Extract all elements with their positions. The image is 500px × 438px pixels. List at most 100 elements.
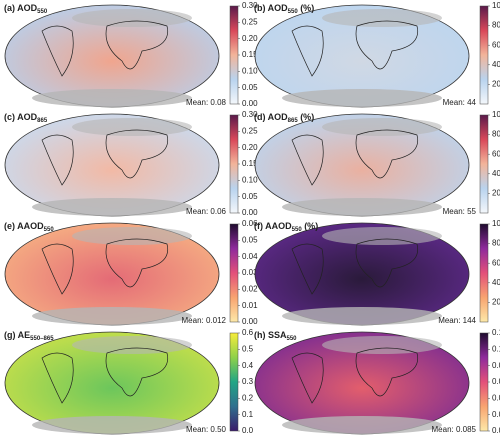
title-text: (c) AOD: [4, 112, 38, 122]
coastline: [41, 20, 169, 77]
title-text: (g) AE: [4, 330, 30, 340]
map-missing: [282, 89, 442, 107]
coastline: [291, 347, 419, 404]
map-missing: [72, 336, 192, 354]
colorbar-tick-label: 0.2: [242, 393, 254, 402]
coastline: [291, 129, 419, 186]
panel-title: (g) AE550–865: [4, 330, 54, 341]
colorbar-tick-label: 0.04: [492, 393, 500, 402]
colorbar-tick-label: 0.00: [242, 208, 258, 217]
colorbar-tick-label: 60: [492, 258, 500, 267]
colorbar-tick-label: 0.02: [492, 410, 500, 419]
colorbar-tick-label: 100: [492, 110, 500, 119]
colorbar-tick-label: 0.00: [242, 99, 258, 108]
map-missing: [282, 416, 442, 434]
colorbar-tick-label: 40: [492, 60, 500, 69]
colorbar-tick-label: 40: [492, 278, 500, 287]
colorbar-tick-label: 0.08: [492, 361, 500, 370]
colorbar-tick-label: 0.25: [242, 17, 258, 26]
map-missing: [282, 198, 442, 216]
colorbar-tick-label: 80: [492, 21, 500, 30]
colorbar-tick-label: 0.05: [242, 83, 258, 92]
title-subscript: 865: [37, 118, 48, 124]
mean-label: Mean: 44: [443, 98, 477, 107]
colorbar-tick-label: 0.05: [242, 192, 258, 201]
mean-label: Mean: 55: [443, 207, 477, 216]
colorbar-tick-label: 80: [492, 130, 500, 139]
map-missing: [72, 118, 192, 136]
colorbar-tick-label: 100: [492, 219, 500, 228]
title-subscript: 550: [288, 9, 299, 15]
panel-title: (e) AAOD550: [4, 221, 54, 232]
title-subscript: 550: [37, 9, 48, 15]
colorbar: [229, 223, 239, 323]
colorbar-tick-label: 0.3: [242, 377, 254, 386]
title-text: (f) AAOD: [254, 221, 292, 231]
colorbar-tick-label: 0.06: [242, 219, 258, 228]
title-subscript: 550–865: [30, 336, 54, 342]
colorbar-tick-label: 0.5: [242, 344, 254, 353]
colorbar-tick-label: 20: [492, 80, 500, 89]
colorbar-tick-label: 0.30: [242, 110, 258, 119]
mean-label: Mean: 0.50: [186, 425, 227, 434]
mean-label: Mean: 0.06: [186, 207, 227, 216]
map-missing: [72, 9, 192, 27]
map-missing: [282, 307, 442, 325]
colorbar: [479, 114, 489, 214]
coastline: [291, 20, 419, 77]
colorbar-tick-label: 0.20: [242, 143, 258, 152]
colorbar-tick-label: 0.02: [242, 284, 258, 293]
coastline: [41, 129, 169, 186]
mean-label: Mean: 0.085: [432, 425, 477, 434]
colorbar-tick-label: 40: [492, 169, 500, 178]
mean-label: Mean: 0.08: [186, 98, 227, 107]
map-missing: [322, 227, 442, 245]
panel-title: (a) AOD550: [4, 3, 48, 14]
colorbar-tick-label: 0.05: [242, 235, 258, 244]
colorbar-tick-label: 0.1: [242, 410, 254, 419]
colorbar-tick-label: 0.03: [242, 268, 258, 277]
colorbar-tick-label: 20: [492, 189, 500, 198]
colorbar: [229, 332, 239, 432]
title-subscript: 550: [287, 336, 298, 342]
colorbar-tick-label: 0.6: [242, 328, 254, 337]
coastline: [291, 238, 419, 295]
colorbar: [479, 332, 489, 432]
panel-title: (b) AOD550 (%): [254, 3, 314, 14]
title-suffix: (%): [302, 221, 319, 231]
title-text: (b) AOD: [254, 3, 288, 13]
title-text: (e) AAOD: [4, 221, 44, 231]
colorbar-tick-label: 0.15: [242, 50, 258, 59]
map-missing: [32, 307, 192, 325]
colorbar-tick-label: 0.00: [492, 426, 500, 435]
colorbar-tick-label: 0.15: [242, 159, 258, 168]
colorbar-tick-label: 80: [492, 239, 500, 248]
colorbar-tick-label: 0.4: [242, 361, 254, 370]
colorbar: [479, 223, 489, 323]
colorbar: [479, 5, 489, 105]
mean-label: Mean: 144: [438, 316, 476, 325]
colorbar-tick-label: 0.30: [242, 1, 258, 10]
coastline: [41, 238, 169, 295]
panel-title: (c) AOD865: [4, 112, 48, 123]
title-subscript: 550: [44, 227, 55, 233]
title-suffix: (%): [298, 112, 315, 122]
colorbar-tick-label: 0.25: [242, 126, 258, 135]
colorbar-tick-label: 0.00: [242, 317, 258, 326]
colorbar-tick-label: 0.12: [492, 328, 500, 337]
mean-label: Mean: 0.012: [182, 316, 227, 325]
colorbar-tick-label: 60: [492, 149, 500, 158]
colorbar-tick-label: 20: [492, 298, 500, 307]
coastline: [41, 347, 169, 404]
colorbar-tick-label: 100: [492, 1, 500, 10]
title-subscript: 550: [292, 227, 303, 233]
colorbar: [229, 5, 239, 105]
title-text: (a) AOD: [4, 3, 38, 13]
map-missing: [322, 336, 442, 354]
title-text: (d) AOD: [254, 112, 288, 122]
colorbar-tick-label: 0.06: [492, 377, 500, 386]
map-missing: [72, 227, 192, 245]
map-missing: [32, 198, 192, 216]
colorbar-tick-label: 0.0: [242, 426, 254, 435]
colorbar-tick-label: 60: [492, 40, 500, 49]
